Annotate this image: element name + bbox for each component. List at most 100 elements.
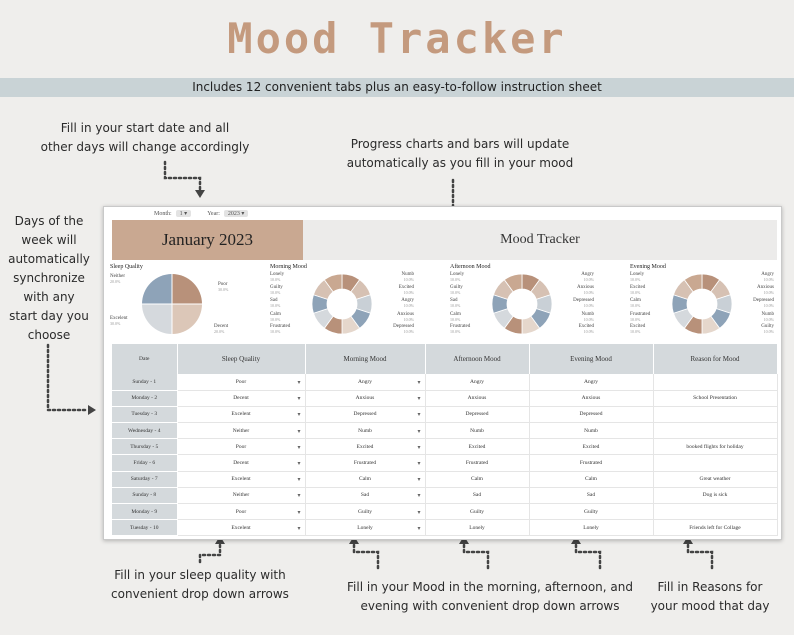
date-cell: Monday - 2	[112, 390, 178, 407]
evening-dropdown[interactable]: Numb	[529, 422, 654, 440]
afternoon-donut	[491, 273, 553, 335]
table-row: Tuesday - 3ExcelentDepressedDepressedDep…	[112, 406, 778, 424]
afternoon-dropdown[interactable]: Guilty	[425, 503, 530, 521]
chart-label: Depressed 10.0%	[753, 298, 774, 308]
sleep-dropdown[interactable]: Excelent	[177, 406, 306, 424]
afternoon-dropdown[interactable]: Excited	[425, 438, 530, 456]
morning-dropdown[interactable]: Numb	[305, 422, 426, 440]
chart-label: Guilty 10.0%	[270, 285, 283, 295]
reason-input[interactable]	[653, 503, 778, 521]
chart-label: Sad 10.0%	[450, 298, 461, 308]
spreadsheet: Month: 1 ▾ Year: 2023 ▾ January 2023 Moo…	[103, 206, 782, 540]
evening-dropdown[interactable]: Angry	[529, 374, 654, 391]
table-row: Wednesday - 4NeitherNumbNumbNumb	[112, 422, 778, 440]
chart-label: Frustrated 10.0%	[630, 312, 651, 322]
chart-label: Frustrated 10.0%	[270, 324, 291, 334]
sleep-dropdown[interactable]: Decent	[177, 390, 306, 407]
table-row: Sunday - 1PoorAngryAngryAngry	[112, 374, 778, 391]
chart-label: Excited 10.0%	[398, 285, 414, 295]
afternoon-dropdown[interactable]: Lonely	[425, 519, 530, 537]
morning-dropdown[interactable]: Angry	[305, 374, 426, 391]
date-cell: Wednesday - 4	[112, 422, 178, 440]
chart-label: Guilty 10.0%	[450, 285, 463, 295]
chart-label: Poor 30.0%	[218, 282, 229, 292]
evening-dropdown[interactable]: Guilty	[529, 503, 654, 521]
afternoon-dropdown[interactable]: Anxious	[425, 390, 530, 407]
chart-label: Numb 10.0%	[761, 312, 775, 322]
morning-dropdown[interactable]: Guilty	[305, 503, 426, 521]
evening-dropdown[interactable]: Anxious	[529, 390, 654, 407]
reason-input[interactable]: Dog is sick	[653, 487, 778, 505]
reason-input[interactable]	[653, 422, 778, 440]
chart-label: Guilty 10.0%	[761, 324, 774, 334]
chart-label: Excited 10.0%	[630, 324, 646, 334]
month-title: January 2023	[112, 220, 303, 260]
evening-dropdown[interactable]: Lonely	[529, 519, 654, 537]
date-cell: Monday - 9	[112, 503, 178, 521]
evening-dropdown[interactable]: Sad	[529, 487, 654, 505]
afternoon-dropdown[interactable]: Depressed	[425, 406, 530, 424]
sleep-dropdown[interactable]: Poor	[177, 438, 306, 456]
sleep-dropdown[interactable]: Excelent	[177, 471, 306, 488]
sleep-dropdown[interactable]: Poor	[177, 374, 306, 391]
header-morning: Morning Mood	[305, 344, 426, 374]
month-label: Month:	[154, 210, 172, 217]
chart-title: Evening Mood	[630, 264, 666, 270]
table-row: Monday - 9PoorGuiltyGuiltyGuilty	[112, 503, 778, 521]
header-afternoon: Afternoon Mood	[425, 344, 530, 374]
page-title: Mood Tracker	[227, 14, 567, 63]
morning-dropdown[interactable]: Calm	[305, 471, 426, 488]
morning-dropdown[interactable]: Excited	[305, 438, 426, 456]
reason-input[interactable]	[653, 454, 778, 472]
morning-dropdown[interactable]: Lonely	[305, 519, 426, 537]
sleep-dropdown[interactable]: Poor	[177, 503, 306, 521]
table-row: Thursday - 5PoorExcitedExcitedExcitedboo…	[112, 438, 778, 456]
reason-input[interactable]: Friends left for Collage	[653, 519, 778, 537]
sleep-dropdown[interactable]: Neither	[177, 487, 306, 505]
month-select[interactable]: 1 ▾	[175, 210, 192, 217]
date-cell: Tuesday - 3	[112, 406, 178, 424]
evening-dropdown[interactable]: Depressed	[529, 406, 654, 424]
reason-input[interactable]: booked flights for holiday	[653, 438, 778, 456]
chart-label: Angry 10.0%	[581, 272, 594, 282]
donut-segment	[683, 273, 703, 293]
reason-input[interactable]: School Presentation	[653, 390, 778, 407]
evening-donut	[671, 273, 733, 335]
afternoon-dropdown[interactable]: Angry	[425, 374, 530, 391]
afternoon-dropdown[interactable]: Numb	[425, 422, 530, 440]
reason-input[interactable]	[653, 406, 778, 424]
chart-label: Anxious 10.0%	[397, 312, 414, 322]
afternoon-dropdown[interactable]: Frustrated	[425, 454, 530, 472]
chart-title: Sleep Quality	[110, 264, 143, 270]
table-row: Friday - 6DecentFrustratedFrustratedFrus…	[112, 454, 778, 472]
donut-segment	[323, 273, 343, 293]
evening-dropdown[interactable]: Frustrated	[529, 454, 654, 472]
year-select[interactable]: 2023 ▾	[223, 210, 249, 217]
chart-label: Anxious 10.0%	[577, 285, 594, 295]
sleep-dropdown[interactable]: Neither	[177, 422, 306, 440]
morning-dropdown[interactable]: Frustrated	[305, 454, 426, 472]
year-label: Year:	[207, 210, 220, 217]
afternoon-dropdown[interactable]: Sad	[425, 487, 530, 505]
morning-dropdown[interactable]: Sad	[305, 487, 426, 505]
sleep-dropdown[interactable]: Decent	[177, 454, 306, 472]
chart-title: Morning Mood	[270, 264, 307, 270]
morning-dropdown[interactable]: Depressed	[305, 406, 426, 424]
chart-label: Calm 10.0%	[630, 298, 641, 308]
chart-label: Neither 20.0%	[110, 274, 125, 284]
afternoon-dropdown[interactable]: Calm	[425, 471, 530, 488]
evening-dropdown[interactable]: Calm	[529, 471, 654, 488]
header-sleep: Sleep Quality	[177, 344, 306, 374]
header-reason: Reason for Mood	[653, 344, 778, 374]
reason-input[interactable]	[653, 374, 778, 391]
chart-label: Depressed 10.0%	[573, 298, 594, 308]
chart-label: Numb 10.0%	[401, 272, 415, 282]
sleep-dropdown[interactable]: Excelent	[177, 519, 306, 537]
morning-dropdown[interactable]: Anxious	[305, 390, 426, 407]
sleep-chart: Sleep Quality Neither 20.0% Poor 30.0% Exc…	[110, 264, 260, 342]
chart-label: Depressed 10.0%	[393, 324, 414, 334]
evening-dropdown[interactable]: Excited	[529, 438, 654, 456]
note-start-date: Fill in your start date and all other day…	[40, 121, 250, 154]
reason-input[interactable]: Great weather	[653, 471, 778, 488]
morning-chart: Morning Mood Lonely 10.0% Guilty 10.0% Sad…	[270, 264, 416, 342]
